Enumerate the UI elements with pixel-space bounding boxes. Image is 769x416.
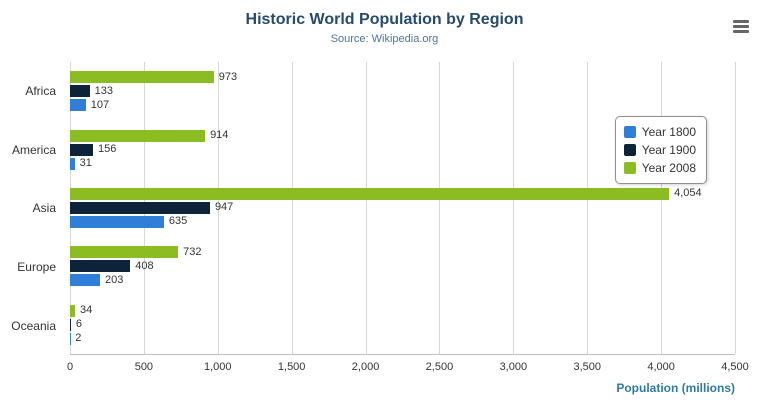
bar-year-2008-america[interactable] [70,129,206,142]
legend-label: Year 2008 [641,161,696,175]
bar-year-1900-africa[interactable] [70,85,90,98]
x-tick-label: 0 [66,361,74,373]
bar-year-1900-america[interactable] [70,143,94,156]
bar-value-label: 408 [135,259,154,272]
chart-title: Historic World Population by Region [245,11,524,28]
y-axis-labels: Africa America Asia Europe Oceania [0,62,64,355]
legend-item-year-1900[interactable]: Year 1900 [623,141,696,159]
x-tick-label: 3,000 [499,361,528,373]
category-label-africa: Africa [25,84,56,99]
bar-row: 732 [70,245,735,259]
bar-group-europe: 732 408 203 [70,237,735,295]
bar-value-label: 973 [218,70,238,83]
x-tick-label: 1,500 [277,361,306,373]
category-label-europe: Europe [17,260,56,275]
bar-value-label: 34 [80,304,93,317]
bar-row: 973 [70,70,735,84]
bar-row: 34 [70,304,735,317]
bar-row: 2 [70,332,735,345]
legend-swatch-icon [623,144,636,156]
bar-year-1800-asia[interactable] [70,215,164,228]
bar-value-label: 635 [168,215,188,228]
bar-value-label: 4,054 [674,187,702,200]
bar-row: 156 [70,143,735,156]
plot-area: 973 133 107 914 156 31 4,054 947 635 732 408 203 34 6… [70,62,736,355]
bar-row: 6 [70,318,735,331]
bar-year-2008-asia[interactable] [70,187,670,200]
gridline [365,62,367,354]
category-label-oceania: Oceania [11,318,56,333]
menu-bar-line [733,20,749,23]
bar-year-2008-europe[interactable] [70,246,179,259]
bar-value-label: 947 [214,201,234,214]
bar-value-label: 133 [94,84,113,97]
bar-row: 408 [70,259,735,273]
gridline [291,62,293,354]
bar-row: 31 [70,157,735,170]
gridline [439,62,441,354]
chart-subtitle: Source: Wikipedia.org [330,33,439,45]
bar-group-asia: 4,054 947 635 [70,179,735,237]
category-label-america: America [11,142,56,157]
bar-value-label: 203 [104,273,124,286]
x-tick-label: 500 [134,361,154,373]
bar-value-label: 156 [98,143,117,156]
x-tick-label: 2,500 [425,361,454,373]
bar-year-1900-europe[interactable] [70,260,131,273]
x-tick-label: 1,000 [204,361,232,373]
bar-row: 4,054 [70,187,735,200]
gridline [735,62,736,354]
legend-swatch-icon [623,126,636,138]
category-label-asia: Asia [32,201,56,216]
bar-group-oceania: 34 6 2 [70,296,735,354]
bar-value-label: 732 [183,245,202,258]
x-tick-label: 4,000 [647,361,675,373]
menu-bar-line [733,25,749,28]
hamburger-menu-icon[interactable] [733,20,749,35]
legend-item-year-2008[interactable]: Year 2008 [623,159,696,177]
bar-value-label: 31 [79,157,92,170]
bar-group-africa: 973 133 107 [70,62,735,120]
bar-row: 635 [70,215,735,228]
gridline [661,62,663,354]
legend-label: Year 1900 [641,143,696,157]
bar-year-1800-africa[interactable] [70,99,86,112]
x-tick-label: 2,000 [351,361,380,373]
legend-label: Year 1800 [641,125,696,139]
bar-row: 107 [70,98,735,112]
x-tick-label: 4,500 [721,361,749,373]
bar-group-america: 914 156 31 [70,120,735,178]
bar-value-label: 107 [90,98,110,111]
bar-year-1900-asia[interactable] [70,201,210,214]
bar-row: 133 [70,84,735,98]
bar-year-2008-oceania[interactable] [70,304,76,317]
legend: Year 1800 Year 1900 Year 2008 [614,116,707,184]
gridline [587,62,589,354]
bar-year-1800-america[interactable] [70,157,75,170]
bar-value-label: 6 [75,318,82,331]
bar-row: 914 [70,129,735,142]
x-axis-title: Population (millions) [616,381,735,395]
bar-value-label: 914 [210,129,229,142]
bar-year-1800-europe[interactable] [70,274,100,287]
bar-row: 203 [70,273,735,287]
bar-year-2008-africa[interactable] [70,71,214,84]
legend-item-year-1800[interactable]: Year 1800 [623,123,696,141]
gridline [217,62,219,354]
gridline [513,62,515,354]
x-axis-labels: 0 500 1,000 1,500 2,000 2,500 3,000 3,500 4,000 4… [66,356,749,376]
bar-value-label: 2 [75,332,82,345]
menu-bar-line [733,30,749,33]
x-tick-label: 3,500 [573,361,601,373]
bar-row: 947 [70,201,735,214]
legend-swatch-icon [623,162,636,174]
bar-year-1900-oceania[interactable] [70,318,71,331]
